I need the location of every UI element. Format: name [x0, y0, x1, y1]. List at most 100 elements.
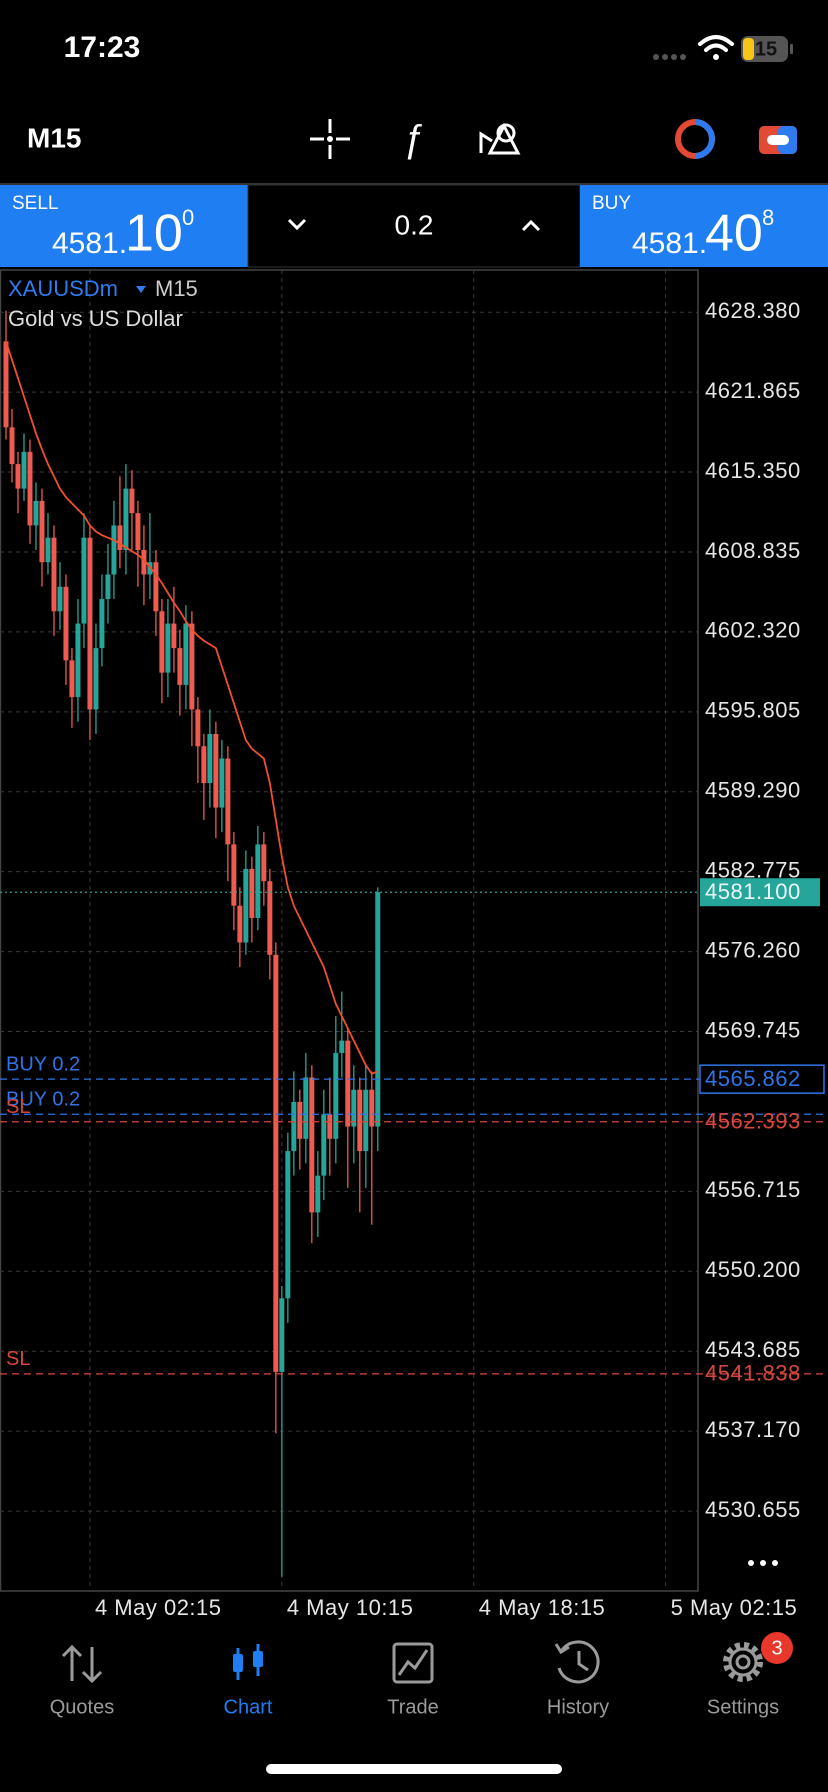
tab-label: Quotes [50, 1696, 114, 1718]
sell-price-small: 0 [182, 205, 194, 230]
x-tick-label: 4 May 10:15 [287, 1595, 414, 1620]
candle-body [321, 1114, 327, 1176]
candle-body [141, 549, 147, 575]
candle-body [243, 868, 249, 943]
x-tick-label: 4 May 18:15 [479, 1595, 606, 1620]
battery-level: 15 [755, 38, 777, 60]
candle-body [375, 892, 381, 1127]
candle-body [357, 1089, 363, 1152]
candle-body [207, 733, 213, 784]
chart[interactable]: 4628.380 4621.865 4615.350 4608.835 4602.320… [0, 269, 828, 1620]
battery-icon: 15 [741, 36, 793, 62]
candle-body [285, 1151, 291, 1299]
candle-body [105, 574, 111, 600]
candle-body [255, 844, 261, 918]
candle-body [159, 611, 165, 673]
candle-body [183, 623, 189, 685]
candle-body [327, 1114, 333, 1139]
candle-body [171, 623, 177, 649]
signal-icon [653, 54, 686, 60]
symbol-description: Gold vs US Dollar [8, 306, 183, 331]
settings-tab[interactable]: Settings 3 [707, 1632, 793, 1718]
y-tick-label: 4595.805 [705, 698, 801, 723]
candle-body [333, 1052, 339, 1139]
timeframe-button[interactable]: M15 [27, 122, 81, 153]
buy-price-small: 8 [762, 205, 774, 230]
account-button[interactable] [675, 119, 715, 159]
history-tab[interactable]: History [547, 1640, 609, 1718]
y-tick-label: 4608.835 [705, 538, 801, 563]
y-tick-label: 4576.260 [705, 937, 801, 962]
y-tick-label: 4530.655 [705, 1497, 801, 1522]
candle-body [117, 525, 123, 550]
candle-body [135, 513, 141, 550]
indicators-button[interactable]: ƒ [402, 118, 423, 161]
y-tick-label: 4615.350 [705, 458, 801, 483]
y-tick-label: 4621.865 [705, 378, 801, 403]
candle-body [99, 599, 105, 649]
candle-body [69, 660, 75, 698]
crosshair-button[interactable] [310, 119, 350, 159]
y-tick-label: 4543.685 [705, 1337, 801, 1362]
level-label: SL [6, 1096, 30, 1118]
sell-price-big: 10 [125, 205, 183, 263]
candle-body [249, 868, 255, 918]
bid-price-box [700, 878, 820, 907]
candle-body [33, 500, 39, 526]
candle-body [231, 844, 237, 906]
badge [761, 1632, 793, 1664]
candle-body [345, 1040, 351, 1127]
candle-body [363, 1089, 369, 1152]
plot-frame [0, 269, 699, 1592]
candle-body [9, 427, 15, 465]
candle-body [261, 844, 267, 882]
candle-body [315, 1175, 321, 1213]
symbol-label[interactable]: XAUUSDm [8, 276, 118, 301]
candle-body [219, 758, 225, 808]
candle-body [81, 537, 87, 624]
tab-label: Trade [387, 1696, 439, 1718]
level-price-label: 4562.393 [705, 1109, 801, 1134]
y-tick-label: 4550.200 [705, 1257, 801, 1282]
status-time: 17:23 [64, 31, 141, 64]
sell-button[interactable]: SELL 4581. 10 0 [0, 185, 248, 267]
home-indicator [266, 1764, 562, 1774]
candle-body [267, 881, 273, 955]
candle-body [45, 537, 51, 563]
trade-tab[interactable]: Trade [387, 1642, 439, 1718]
sell-label: SELL [12, 193, 58, 214]
candle-body [75, 623, 81, 698]
candle-body [51, 537, 57, 612]
candle-body [15, 464, 21, 489]
quotes-tab[interactable]: Quotes [50, 1644, 114, 1718]
buy-button[interactable]: BUY 4581. 40 8 [580, 185, 828, 267]
more-button[interactable] [748, 1560, 778, 1566]
y-tick-label: 4602.320 [705, 618, 801, 643]
candle-body [279, 1298, 285, 1372]
chart-timeframe: M15 [155, 276, 198, 301]
candle-body [195, 709, 201, 747]
volume-up-button[interactable] [521, 219, 541, 232]
tab-label: Chart [224, 1696, 273, 1718]
volume-value[interactable]: 0.2 [395, 209, 434, 240]
candle-body [225, 758, 231, 845]
tab-label: History [547, 1696, 609, 1718]
candle-body [3, 341, 9, 428]
level-label: SL [6, 1348, 30, 1370]
symbol-dropdown-icon[interactable] [136, 286, 146, 293]
candle-body [111, 525, 117, 575]
trade-toggle-button[interactable] [759, 126, 797, 154]
candle-body [27, 451, 33, 526]
level-price-label: 4541.838 [705, 1361, 801, 1386]
tab-bar: Quotes Chart Trade History Settings 3 [50, 1632, 793, 1718]
chart-tab[interactable]: Chart [224, 1644, 273, 1718]
objects-button[interactable] [479, 122, 521, 155]
candle-body [189, 623, 195, 710]
candle-body [165, 623, 171, 673]
candle-body [153, 562, 159, 612]
volume-down-button[interactable] [287, 218, 307, 231]
candle-body [201, 746, 207, 784]
